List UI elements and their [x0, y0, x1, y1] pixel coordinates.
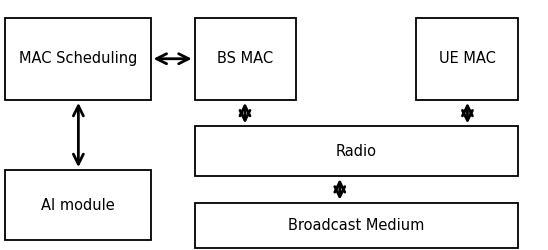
- Text: MAC Scheduling: MAC Scheduling: [19, 51, 138, 66]
- FancyBboxPatch shape: [195, 18, 296, 100]
- Text: AI module: AI module: [41, 198, 115, 212]
- Text: BS MAC: BS MAC: [217, 51, 273, 66]
- FancyBboxPatch shape: [416, 18, 518, 100]
- Text: Broadcast Medium: Broadcast Medium: [288, 218, 424, 232]
- FancyBboxPatch shape: [5, 170, 151, 240]
- FancyBboxPatch shape: [195, 126, 518, 176]
- FancyBboxPatch shape: [195, 202, 518, 248]
- FancyBboxPatch shape: [5, 18, 151, 100]
- Text: Radio: Radio: [336, 144, 376, 159]
- Text: UE MAC: UE MAC: [439, 51, 495, 66]
